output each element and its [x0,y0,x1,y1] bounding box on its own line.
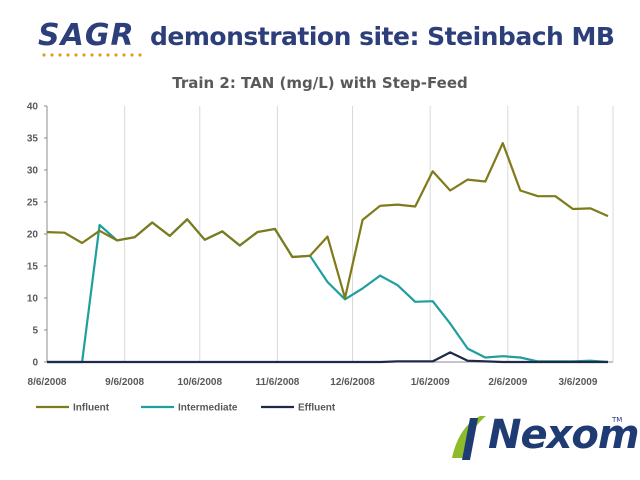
sagr-dot [82,53,86,57]
sagr-dot [130,53,134,57]
axes [46,106,613,363]
sagr-dot [138,53,142,57]
y-tick-label: 5 [32,326,38,337]
series [46,142,609,364]
grid [46,106,614,362]
y-tick-label: 25 [27,198,39,209]
sagr-dot [106,53,110,57]
sagr-dot [122,53,126,57]
x-tick-label: 10/6/2008 [178,377,223,388]
nexom-swoosh-icon [452,416,486,460]
sagr-dot [90,53,94,57]
y-tick-label: 20 [27,230,39,241]
x-tick-label: 1/6/2009 [411,377,450,388]
x-tick-label: 12/6/2008 [330,377,375,388]
sagr-logo: SAGR [38,18,135,53]
legend-label: Intermediate [178,403,238,414]
sagr-dot [98,53,102,57]
x-tick-label: 8/6/2008 [28,377,67,388]
y-tick-label: 30 [27,166,39,177]
sagr-dot [74,53,78,57]
page-title: demonstration site: Steinbach MB [150,22,615,51]
sagr-dot [42,53,46,57]
y-tick-label: 40 [27,102,39,113]
x-tick-label: 3/6/2009 [558,377,597,388]
sagr-dot [50,53,54,57]
y-tick-label: 35 [27,134,39,145]
series-line-influent [46,142,609,300]
y-tick-label: 15 [27,262,39,273]
x-axis-ticks: 8/6/2008 9/6/2008 10/6/2008 11/6/2008 12/6/2… [28,377,598,388]
nexom-wordmark: Nexom [488,412,640,458]
y-tick-label: 0 [32,358,38,369]
series-line-effluent [47,351,608,364]
legend-label: Effluent [298,403,336,414]
sagr-dot [114,53,118,57]
legend: Influent Intermediate Effluent [36,403,336,414]
sagr-logo-dots [42,53,142,57]
y-tick-label: 10 [27,294,39,305]
trademark-mark: TM [612,416,623,424]
chart-title: Train 2: TAN (mg/L) with Step-Feed [172,74,468,92]
legend-label: Influent [73,403,110,414]
sagr-dot [66,53,70,57]
y-axis-ticks: 0 5 10 15 20 25 30 35 40 [27,102,47,369]
sagr-dot [58,53,62,57]
series-line-intermediate [47,218,609,364]
nexom-logo: Nexom TM [446,410,640,470]
x-tick-label: 9/6/2008 [105,377,144,388]
x-tick-label: 2/6/2009 [488,377,527,388]
x-tick-label: 11/6/2008 [255,377,299,388]
